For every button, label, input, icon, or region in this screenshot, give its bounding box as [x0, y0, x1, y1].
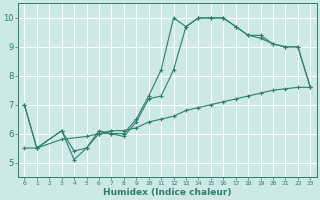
X-axis label: Humidex (Indice chaleur): Humidex (Indice chaleur)	[103, 188, 232, 197]
